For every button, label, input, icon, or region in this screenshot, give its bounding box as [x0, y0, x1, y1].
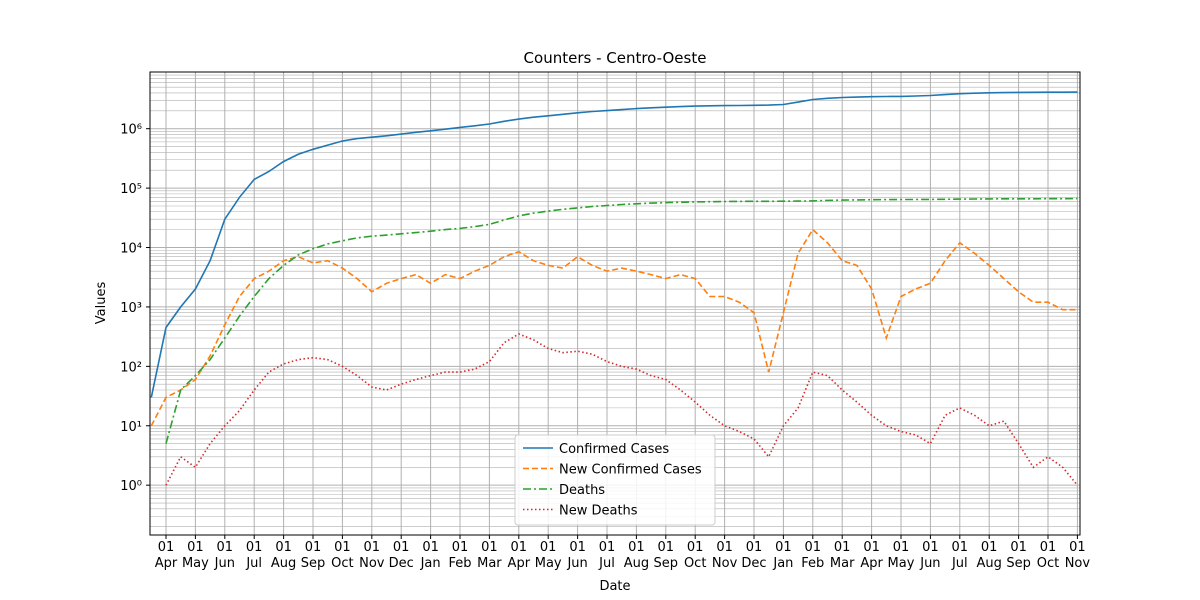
x-tick-label: 01 Mar	[477, 540, 502, 571]
y-tick-label: 10³	[120, 301, 142, 316]
series-line	[150, 91, 1078, 398]
y-tick-label: 10⁵	[120, 182, 142, 197]
x-tick-label: 01 Jan	[773, 540, 794, 571]
y-tick-label: 10⁶	[120, 123, 142, 138]
x-tick-label: 01 Feb	[801, 540, 825, 571]
x-tick-label: 01 Mar	[829, 540, 855, 571]
legend-box	[514, 434, 716, 526]
x-axis-label: Date	[599, 579, 630, 594]
x-tick-label: 01 Jan	[420, 540, 441, 571]
x-tick-label: 01 May	[534, 540, 562, 571]
x-tick-label: 01 Jul	[598, 540, 616, 571]
x-tick-label: 01 Aug	[623, 540, 650, 571]
x-tick-label: 01 Jun	[214, 540, 235, 571]
legend-label: Confirmed Cases	[559, 442, 669, 457]
legend-label: Deaths	[559, 483, 605, 498]
y-tick-label: 10²	[120, 360, 142, 375]
x-tick-label: 01 Aug	[976, 540, 1002, 571]
series-line	[165, 197, 1078, 444]
chart-title: Counters - Centro-Oeste	[524, 49, 707, 67]
x-tick-label: 01 Nov	[1064, 540, 1091, 571]
x-tick-label: 01 Jun	[567, 540, 588, 571]
y-axis-label: Values	[94, 282, 109, 325]
legend-label: New Deaths	[559, 504, 638, 519]
y-tick-label: 10⁰	[120, 479, 142, 494]
x-tick-label: 01 Oct	[683, 540, 707, 571]
x-tick-label: 01 Jul	[245, 540, 263, 571]
x-tick-label: 01 Nov	[359, 540, 385, 571]
x-tick-label: 01 Feb	[448, 540, 472, 571]
x-tick-label: 01 Apr	[154, 540, 178, 571]
x-tick-label: 01 Apr	[860, 540, 883, 571]
x-tick-label: 01 Jun	[920, 540, 941, 571]
x-tick-label: 01 Aug	[270, 540, 297, 571]
x-tick-label: 01 Sep	[1006, 540, 1031, 571]
series-line	[150, 228, 1078, 427]
y-tick-label: 10⁴	[120, 242, 142, 257]
x-tick-label: 01 Sep	[300, 540, 326, 571]
x-tick-label: 01 Dec	[388, 540, 414, 571]
x-tick-label: 01 Oct	[1036, 540, 1060, 571]
y-tick-label: 10¹	[120, 420, 142, 435]
x-tick-label: 01 Apr	[507, 540, 531, 571]
x-tick-label: 01 May	[887, 540, 915, 571]
x-tick-label: 01 Oct	[331, 540, 354, 571]
x-tick-label: 01 Dec	[741, 540, 767, 571]
x-tick-label: 01 Nov	[711, 540, 738, 571]
x-tick-label: 01 Jul	[951, 540, 969, 571]
x-tick-label: 01 Sep	[653, 540, 679, 571]
axes-frame	[149, 71, 1081, 536]
x-tick-label: 01 May	[181, 540, 209, 571]
legend-label: New Confirmed Cases	[559, 463, 702, 478]
